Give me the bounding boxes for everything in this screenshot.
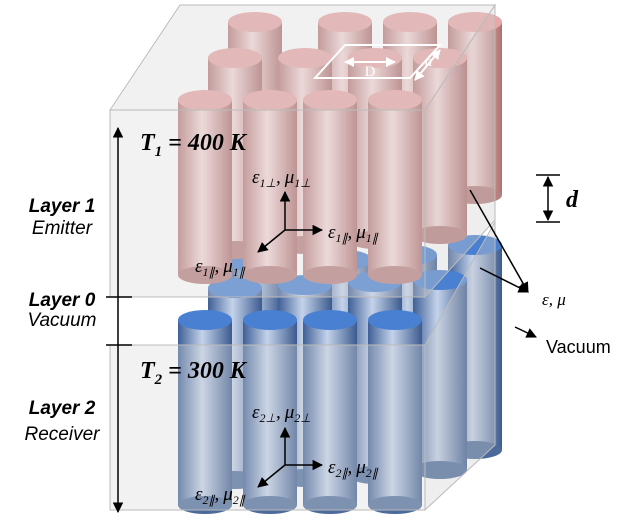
separator: , bbox=[215, 484, 220, 505]
subscript: 1∥ bbox=[233, 265, 246, 279]
subscript: 1⊥ bbox=[260, 176, 276, 190]
layer-name: Layer 0 bbox=[29, 290, 96, 311]
subscript: 1 bbox=[155, 144, 163, 160]
subscript: 1⊥ bbox=[294, 176, 310, 190]
cylinder-top bbox=[243, 310, 297, 330]
separator: , bbox=[348, 457, 353, 478]
diagram: D a d ε, μ Vacuum Layer 1EmitterLayer 0V… bbox=[0, 0, 634, 525]
layer-name: Layer 2 bbox=[29, 398, 96, 419]
subscript: 2∥ bbox=[233, 493, 246, 507]
symbol: T bbox=[140, 358, 156, 384]
subscript: 2⊥ bbox=[260, 411, 276, 425]
mu: μ bbox=[355, 222, 366, 243]
separator: , bbox=[276, 402, 281, 423]
layer-role: Emitter bbox=[32, 218, 93, 239]
subscript: 2 bbox=[154, 372, 163, 388]
mu: μ bbox=[222, 256, 233, 277]
slabs bbox=[110, 5, 495, 510]
layer-name: Layer 1 bbox=[29, 196, 96, 217]
diameter-label: D bbox=[365, 64, 376, 80]
cylinder-top bbox=[178, 310, 232, 330]
mu: μ bbox=[222, 484, 233, 505]
gap-label: d bbox=[566, 187, 579, 213]
mu: μ bbox=[284, 402, 295, 423]
material-label: ε, μ bbox=[542, 290, 566, 309]
layer-role: Receiver bbox=[25, 424, 101, 445]
cylinder-top bbox=[303, 310, 357, 330]
slab-front bbox=[110, 110, 425, 297]
separator: , bbox=[215, 256, 220, 277]
layer-role: Vacuum bbox=[28, 310, 97, 331]
subscript: 2⊥ bbox=[294, 411, 310, 425]
separator: , bbox=[276, 167, 281, 188]
cylinder-top bbox=[368, 310, 422, 330]
mu: μ bbox=[355, 457, 366, 478]
subscript: 2∥ bbox=[366, 466, 379, 480]
slab-front bbox=[110, 345, 425, 510]
mu: μ bbox=[284, 167, 295, 188]
subscript: 1∥ bbox=[366, 231, 379, 245]
symbol: T bbox=[140, 130, 156, 156]
value: = 400 K bbox=[168, 130, 248, 156]
period-label: a bbox=[425, 54, 433, 70]
vacuum-label: Vacuum bbox=[546, 337, 611, 357]
pointer bbox=[515, 327, 536, 337]
value: = 300 K bbox=[168, 358, 248, 384]
separator: , bbox=[348, 222, 353, 243]
